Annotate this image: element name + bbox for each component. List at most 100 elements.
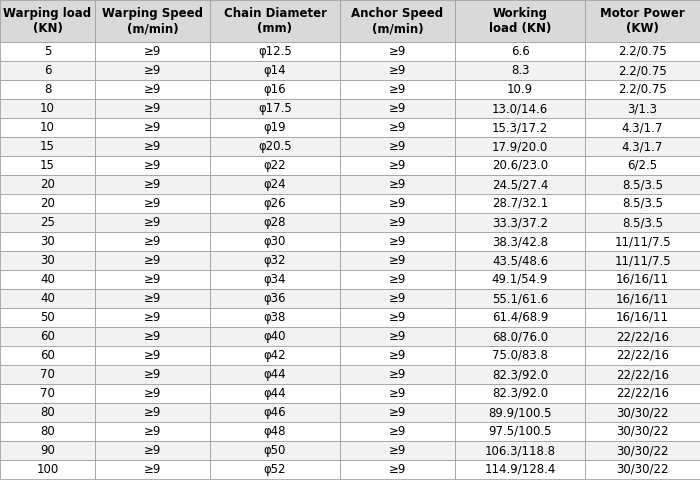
Text: 70: 70 [40,387,55,400]
Text: 50: 50 [40,311,55,324]
Bar [210,422,340,441]
Bar [455,422,585,441]
Bar [585,194,700,213]
Bar [585,289,700,308]
Bar [455,251,585,270]
Bar [95,213,210,232]
Text: ≥9: ≥9 [389,349,406,362]
Bar [0,194,95,213]
Text: 10: 10 [40,121,55,134]
Bar [585,137,700,156]
Text: 8.3: 8.3 [511,64,529,77]
Bar [585,403,700,422]
Bar [455,403,585,422]
Text: ≥9: ≥9 [144,311,161,324]
Text: ≥9: ≥9 [389,444,406,457]
Bar [455,99,585,118]
Text: ≥9: ≥9 [389,463,406,476]
Bar [585,118,700,137]
Bar [95,42,210,61]
Bar [95,194,210,213]
Text: ≥9: ≥9 [144,121,161,134]
Text: ≥9: ≥9 [389,368,406,381]
Text: 100: 100 [36,463,59,476]
Text: Warping load
(KN): Warping load (KN) [4,7,92,35]
Bar [340,346,455,365]
Text: 20.6/23.0: 20.6/23.0 [492,159,548,172]
Text: ≥9: ≥9 [389,83,406,96]
Bar [210,175,340,194]
Bar [0,156,95,175]
Text: ≥9: ≥9 [389,178,406,191]
Bar [95,327,210,346]
Bar [210,80,340,99]
Bar [0,327,95,346]
Text: ≥9: ≥9 [144,273,161,286]
Text: φ42: φ42 [264,349,286,362]
Text: ≥9: ≥9 [389,64,406,77]
Text: φ12.5: φ12.5 [258,45,292,58]
Bar [585,441,700,460]
Text: φ14: φ14 [264,64,286,77]
Bar [585,61,700,80]
Text: ≥9: ≥9 [144,102,161,115]
Bar [95,346,210,365]
Bar [340,61,455,80]
Bar [340,232,455,251]
Text: φ24: φ24 [264,178,286,191]
Bar [340,460,455,479]
Text: 60: 60 [40,349,55,362]
Text: 22/22/16: 22/22/16 [616,349,669,362]
Bar [210,137,340,156]
Bar [0,346,95,365]
Bar [585,0,700,42]
Bar [340,251,455,270]
Text: 40: 40 [40,273,55,286]
Bar [210,118,340,137]
Bar [95,0,210,42]
Bar [210,270,340,289]
Bar [95,422,210,441]
Text: 20: 20 [40,197,55,210]
Text: φ44: φ44 [264,387,286,400]
Text: φ44: φ44 [264,368,286,381]
Bar [95,289,210,308]
Text: 8.5/3.5: 8.5/3.5 [622,178,663,191]
Text: 97.5/100.5: 97.5/100.5 [489,425,552,438]
Bar [210,194,340,213]
Bar [0,384,95,403]
Text: φ20.5: φ20.5 [258,140,292,153]
Text: ≥9: ≥9 [389,425,406,438]
Bar [0,308,95,327]
Bar [340,99,455,118]
Bar [95,99,210,118]
Bar [340,365,455,384]
Text: 6/2.5: 6/2.5 [627,159,657,172]
Bar [340,384,455,403]
Text: 49.1/54.9: 49.1/54.9 [492,273,548,286]
Text: 55.1/61.6: 55.1/61.6 [492,292,548,305]
Text: 30: 30 [40,254,55,267]
Text: φ32: φ32 [264,254,286,267]
Bar [210,61,340,80]
Bar [455,327,585,346]
Bar [455,137,585,156]
Bar [340,213,455,232]
Bar [455,175,585,194]
Text: 43.5/48.6: 43.5/48.6 [492,254,548,267]
Text: φ26: φ26 [264,197,286,210]
Text: ≥9: ≥9 [389,292,406,305]
Text: ≥9: ≥9 [389,45,406,58]
Bar [455,346,585,365]
Bar [0,270,95,289]
Text: 30/30/22: 30/30/22 [616,444,668,457]
Text: ≥9: ≥9 [144,292,161,305]
Text: Chain Diameter
(mm): Chain Diameter (mm) [223,7,326,35]
Bar [0,422,95,441]
Bar [340,137,455,156]
Text: 6: 6 [43,64,51,77]
Bar [0,118,95,137]
Bar [455,308,585,327]
Bar [0,99,95,118]
Bar [340,156,455,175]
